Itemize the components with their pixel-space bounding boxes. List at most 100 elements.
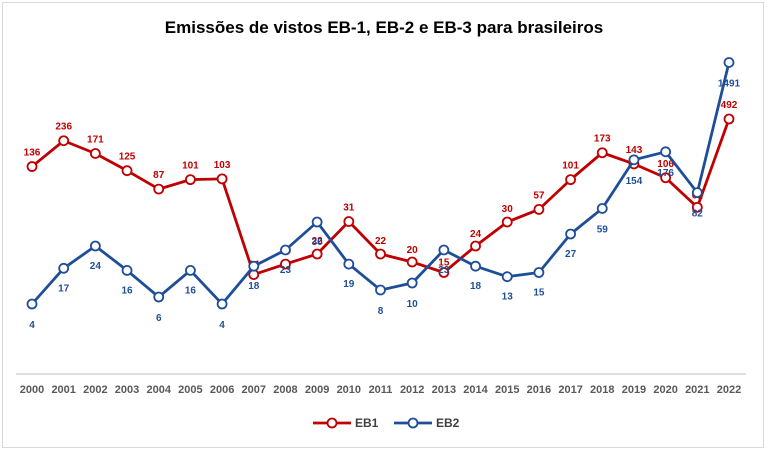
eb1-point xyxy=(470,240,481,252)
eb2-data-label: 23 xyxy=(280,265,292,276)
series-eb2: 4 17 24 16 6 16 4 18 23 30 19 8 10 23 18 13 15 27 59 154 176… xyxy=(26,57,741,331)
eb2-data-label: 30 xyxy=(312,237,324,248)
x-tick-label: 2016 xyxy=(527,384,551,396)
x-tick-label: 2008 xyxy=(273,384,297,396)
eb1-data-label: 143 xyxy=(626,145,643,156)
eb1-point xyxy=(89,148,101,159)
eb2-data-label: 18 xyxy=(248,281,260,292)
eb1-point xyxy=(533,203,545,215)
eb1-point xyxy=(153,183,165,195)
x-tick-label: 2001 xyxy=(51,384,75,396)
eb2-point xyxy=(596,203,608,214)
eb2-point xyxy=(375,284,386,296)
eb1-point xyxy=(406,256,418,268)
x-tick-label: 2011 xyxy=(369,384,393,396)
x-tick-label: 2020 xyxy=(653,384,677,396)
eb2-data-label: 23 xyxy=(438,265,450,276)
eb1-data-label: 22 xyxy=(375,236,387,247)
x-tick-label: 2015 xyxy=(495,384,519,396)
eb2-point xyxy=(216,298,228,310)
chart-title: Emissões de vistos EB-1, EB-2 e EB-3 par… xyxy=(164,18,604,37)
eb2-point xyxy=(438,244,450,256)
eb1-data-label: 30 xyxy=(502,204,514,215)
eb1-point xyxy=(691,201,703,213)
x-tick-label: 2005 xyxy=(178,384,202,396)
eb2-data-label: 19 xyxy=(343,279,355,290)
eb1-data-label: 57 xyxy=(533,190,545,201)
x-tick-label: 2017 xyxy=(558,384,582,396)
eb1-point xyxy=(438,267,450,278)
eb2-point xyxy=(565,228,576,240)
eb2-point xyxy=(121,264,133,276)
eb1-data-label: 20 xyxy=(407,245,419,256)
eb2-data-label: 154 xyxy=(626,176,643,187)
eb1-point xyxy=(280,258,291,270)
x-tick-label: 2009 xyxy=(305,384,329,396)
eb1-data-label: 87 xyxy=(153,170,165,181)
eb2-point xyxy=(26,298,38,310)
eb2-data-label: 27 xyxy=(565,249,577,260)
x-tick-label: 2013 xyxy=(432,384,456,396)
eb1-point xyxy=(660,172,672,184)
eb2-point xyxy=(501,271,513,283)
eb1-data-label: 125 xyxy=(119,152,136,163)
legend: EB1 EB2 xyxy=(313,416,460,430)
eb2-data-label: 16 xyxy=(121,285,133,296)
eb2-data-label: 8 xyxy=(378,306,384,317)
eb2-data-label: 4 xyxy=(219,320,225,331)
eb2-point xyxy=(89,240,101,252)
eb1-point xyxy=(343,216,355,227)
eb2-data-label: 59 xyxy=(597,224,609,235)
eb2-point xyxy=(153,291,165,303)
x-tick-label: 2014 xyxy=(463,384,488,396)
legend-eb1-marker xyxy=(326,417,338,429)
x-tick-label: 2003 xyxy=(115,384,139,396)
eb1-data-label: 101 xyxy=(182,161,199,172)
eb1-data-label: 136 xyxy=(24,148,41,159)
eb1-data-label: 103 xyxy=(214,160,231,171)
eb2-data-label: 6 xyxy=(156,313,162,324)
x-tick-label: 2021 xyxy=(685,384,709,396)
legend-eb2-label: EB2 xyxy=(436,416,460,430)
eb2-point xyxy=(533,267,545,278)
eb2-data-label: 82 xyxy=(692,209,704,220)
eb2-data-label: 176 xyxy=(657,168,674,179)
x-tick-label: 2006 xyxy=(210,384,234,396)
eb2-point xyxy=(185,264,196,276)
x-tick-label: 2000 xyxy=(20,384,44,396)
x-tick-label: 2010 xyxy=(337,384,361,396)
eb1-point xyxy=(596,147,608,159)
eb2-point xyxy=(343,258,355,270)
eb2-point xyxy=(660,146,672,158)
eb1-data-label: 31 xyxy=(343,203,355,214)
x-tick-label: 2018 xyxy=(590,384,614,396)
eb1-data-label: 22 xyxy=(312,236,324,247)
eb1-data-label: 15 xyxy=(438,258,450,269)
eb2-point xyxy=(470,260,481,272)
eb2-data-label: 10 xyxy=(407,299,419,310)
eb1-data-label: 24 xyxy=(470,229,482,240)
eb2-point xyxy=(248,260,260,272)
x-tick-label: 2012 xyxy=(400,384,424,396)
x-axis: 2000 2001 2002 2003 2004 2005 2006 2007 2008 2009… xyxy=(16,373,746,396)
eb2-point xyxy=(691,187,703,199)
legend-eb1-label: EB1 xyxy=(355,416,379,430)
x-tick-label: 2002 xyxy=(83,384,107,396)
legend-eb2-marker xyxy=(407,417,419,429)
eb1-data-label: 171 xyxy=(87,134,104,145)
eb2-data-label: 4 xyxy=(29,320,35,331)
eb1-data-label: 173 xyxy=(594,134,611,145)
eb2-data-label: 18 xyxy=(470,281,482,292)
eb1-point xyxy=(311,248,323,260)
eb2-data-label: 1491 xyxy=(718,78,741,89)
eb1-data-label: 492 xyxy=(721,100,738,111)
x-tick-label: 2007 xyxy=(242,384,266,396)
eb1-point xyxy=(723,113,735,125)
eb1-point xyxy=(501,216,513,228)
eb2-point xyxy=(723,57,735,68)
x-tick-label: 2022 xyxy=(717,384,741,396)
eb1-data-label: 101 xyxy=(562,161,579,172)
eb1-point xyxy=(216,173,228,185)
eb1-data-label: 106 xyxy=(657,159,674,170)
